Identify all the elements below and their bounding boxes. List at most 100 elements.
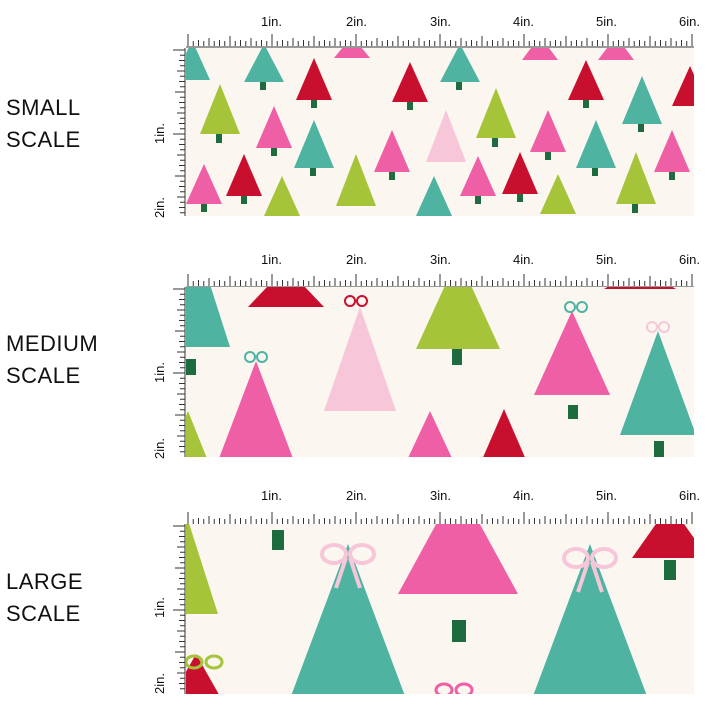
tree-icon xyxy=(622,76,662,132)
tree-icon xyxy=(219,361,293,457)
small-scale-row: SMALL SCALE 1in. 2in. 3in. 4in. 5in. 6in… xyxy=(0,0,720,220)
tree-icon xyxy=(186,287,230,347)
tree-icon xyxy=(374,130,410,180)
top-ruler: 1in. 2in. 3in. 4in. 5in. 6in. xyxy=(186,486,700,526)
tree-icon xyxy=(256,106,292,156)
tree-trunk xyxy=(272,530,284,550)
tree-icon xyxy=(416,176,452,216)
tree-icon xyxy=(522,48,558,60)
tree-icon xyxy=(568,60,604,108)
tree-icon xyxy=(324,307,396,411)
tree-icon xyxy=(598,48,634,60)
tick-label-1in: 1in. xyxy=(261,252,282,267)
tree-icon xyxy=(476,88,516,147)
tick-label-3in: 3in. xyxy=(430,488,451,503)
tree-icon xyxy=(398,524,518,594)
tick-label-6in: 6in. xyxy=(679,14,700,29)
large-scale-label: LARGE SCALE xyxy=(6,566,136,630)
tick-label-2in: 2in. xyxy=(346,488,367,503)
small-tree-pattern xyxy=(186,48,694,216)
bow-icon xyxy=(434,682,474,694)
tree-trunk xyxy=(186,359,196,375)
label-line-2: SCALE xyxy=(6,127,81,152)
tree-icon xyxy=(416,287,500,365)
tree-icon xyxy=(460,156,496,204)
top-ruler-ticks xyxy=(186,512,694,526)
bow-icon xyxy=(320,543,376,589)
tree-icon xyxy=(186,524,218,614)
tree-icon xyxy=(248,287,324,307)
medium-fabric-swatch xyxy=(186,287,694,457)
bow-icon xyxy=(344,295,368,307)
tree-icon xyxy=(336,154,376,206)
tick-label-6in: 6in. xyxy=(679,488,700,503)
label-line-1: MEDIUM xyxy=(6,331,99,356)
label-line-2: SCALE xyxy=(6,601,81,626)
tick-label-4in: 4in. xyxy=(513,488,534,503)
small-fabric-swatch xyxy=(186,48,694,216)
tree-icon xyxy=(604,287,676,289)
tick-label-1in: 1in. xyxy=(261,14,282,29)
tree-icon xyxy=(540,174,576,214)
tree-icon xyxy=(226,154,262,204)
tree-icon xyxy=(186,411,207,457)
tree-icon xyxy=(616,152,656,213)
bow-icon xyxy=(646,321,670,333)
tick-label-2in: 2in. xyxy=(346,252,367,267)
tree-icon xyxy=(672,66,694,106)
tree-icon xyxy=(200,84,240,143)
tree-icon xyxy=(296,58,332,108)
tree-icon xyxy=(426,110,466,162)
medium-tree-pattern xyxy=(186,287,694,457)
tree-icon xyxy=(530,110,566,160)
medium-scale-label: MEDIUM SCALE xyxy=(6,328,136,392)
tree-icon xyxy=(483,409,525,457)
tree-icon xyxy=(334,48,370,58)
bow-icon xyxy=(244,351,268,363)
bow-icon xyxy=(186,654,224,670)
tick-label-4in: 4in. xyxy=(513,14,534,29)
top-ruler: 1in. 2in. 3in. 4in. 5in. 6in. xyxy=(186,8,700,48)
tree-icon xyxy=(244,48,284,90)
tree-icon xyxy=(264,176,300,216)
tree-icon xyxy=(502,152,538,202)
tree-icon xyxy=(291,544,405,694)
tree-icon xyxy=(186,48,210,80)
tick-label-5in: 5in. xyxy=(596,14,617,29)
tick-label-6in: 6in. xyxy=(679,252,700,267)
top-ruler: 1in. 2in. 3in. 4in. 5in. 6in. xyxy=(186,248,700,288)
tree-icon xyxy=(620,331,694,457)
left-ruler-ticks xyxy=(173,524,186,694)
left-ruler-ticks xyxy=(173,287,186,457)
tick-label-3in: 3in. xyxy=(430,14,451,29)
tree-icon xyxy=(186,654,219,694)
tick-label-5in: 5in. xyxy=(596,488,617,503)
left-ruler: 1in. 2in. xyxy=(150,48,186,218)
tick-label-3in: 3in. xyxy=(430,252,451,267)
tick-label-1in: 1in. xyxy=(261,488,282,503)
tree-icon xyxy=(392,62,428,110)
left-ruler: 1in. 2in. xyxy=(150,287,186,459)
tree-icon xyxy=(408,411,452,457)
tree-icon xyxy=(186,164,222,212)
tree-icon xyxy=(576,120,616,176)
bow-icon xyxy=(564,301,588,313)
tree-icon xyxy=(533,544,647,694)
medium-scale-row: MEDIUM SCALE 1in. 2in. 3in. 4in. 5in. 6i… xyxy=(0,240,720,460)
left-ruler: 1in. 2in. xyxy=(150,524,186,694)
tree-icon xyxy=(440,48,480,90)
label-line-2: SCALE xyxy=(6,363,81,388)
top-ruler-ticks xyxy=(186,34,694,48)
top-ruler-ticks xyxy=(186,274,694,288)
tree-icon xyxy=(294,120,334,176)
bow-icon xyxy=(562,547,618,593)
tree-trunk xyxy=(664,560,676,580)
tick-label-4in: 4in. xyxy=(513,252,534,267)
tree-icon xyxy=(632,524,694,558)
tree-icon xyxy=(654,130,690,180)
large-scale-row: LARGE SCALE 1in. 2in. 3in. 4in. 5in. 6in… xyxy=(0,480,720,700)
label-line-1: LARGE xyxy=(6,569,84,594)
tick-label-2in: 2in. xyxy=(346,14,367,29)
tree-trunk xyxy=(452,620,466,642)
large-fabric-swatch xyxy=(186,524,694,694)
